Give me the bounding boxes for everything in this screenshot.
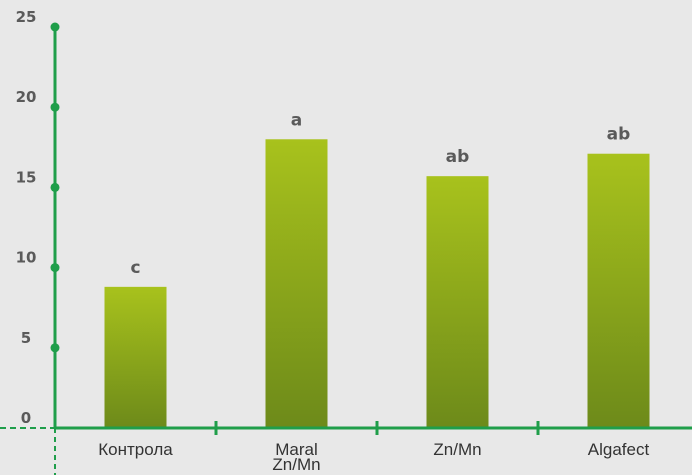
y-tick-label-1: 5 xyxy=(21,329,31,347)
bar-3 xyxy=(587,153,650,428)
x-tick-label-line-0-0: Контрола xyxy=(98,440,173,459)
bar-2 xyxy=(426,176,489,428)
bars-group xyxy=(104,139,650,428)
x-tick-label-1: Maral Zn/Mn xyxy=(272,440,320,474)
y-tick-dot-4 xyxy=(50,102,60,112)
bar-1 xyxy=(265,139,328,428)
y-tick-dot-1 xyxy=(50,343,60,353)
axes-group xyxy=(0,22,692,475)
y-tick-dot-3 xyxy=(50,182,60,192)
x-tick-label-3: Algafect xyxy=(588,440,650,459)
y-tick-label-0: 0 xyxy=(21,409,31,427)
bar-0 xyxy=(104,286,167,428)
data-label-0: c xyxy=(130,258,140,278)
y-tick-label-4: 20 xyxy=(16,88,37,106)
y-tick-dot-2 xyxy=(50,263,60,273)
x-tick-label-line-1-1: Zn/Mn xyxy=(272,455,320,474)
x-tick-label-line-3-0: Algafect xyxy=(588,440,650,459)
x-tick-label-0: Контрола xyxy=(98,440,173,459)
x-tick-label-2: Zn/Mn xyxy=(433,440,481,459)
y-tick-label-2: 10 xyxy=(16,249,37,267)
x-tick-label-line-2-0: Zn/Mn xyxy=(433,440,481,459)
x-tick-label-line-1-0: Maral xyxy=(275,440,318,459)
y-tick-label-5: 25 xyxy=(16,8,37,26)
data-label-3: ab xyxy=(607,125,631,145)
data-label-2: ab xyxy=(446,147,470,167)
data-label-1: a xyxy=(291,110,302,130)
y-tick-label-3: 15 xyxy=(16,168,37,186)
y-tick-dot-5 xyxy=(50,22,60,32)
